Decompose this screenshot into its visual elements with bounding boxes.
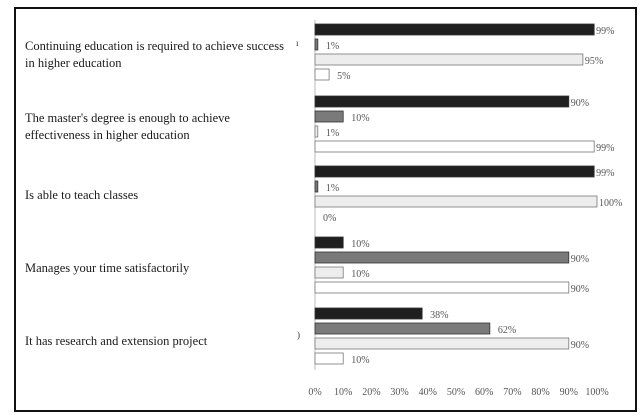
data-label: 95% bbox=[585, 56, 603, 67]
bar bbox=[314, 322, 491, 335]
data-label: 10% bbox=[351, 113, 369, 124]
category-label-research-project: It has research and extension project bbox=[25, 334, 208, 348]
stray-mark: ) bbox=[297, 330, 300, 340]
bar bbox=[314, 140, 595, 153]
data-label: 90% bbox=[571, 284, 589, 295]
stray-mark: ı bbox=[296, 38, 299, 48]
bar bbox=[314, 266, 344, 279]
x-tick-label: 40% bbox=[419, 387, 437, 398]
x-tick-label: 30% bbox=[390, 387, 408, 398]
data-label: 99% bbox=[596, 143, 614, 154]
x-tick-label: 90% bbox=[560, 387, 578, 398]
x-tick-label: 50% bbox=[447, 387, 465, 398]
data-label: 1% bbox=[326, 41, 339, 52]
data-label: 0% bbox=[323, 213, 336, 224]
category-label-manages-time: Manages your time satisfactorily bbox=[25, 261, 190, 275]
bar bbox=[314, 110, 344, 123]
bar bbox=[314, 125, 319, 138]
bar bbox=[314, 281, 570, 294]
bar bbox=[314, 236, 344, 249]
data-label: 10% bbox=[351, 239, 369, 250]
data-label: 1% bbox=[326, 183, 339, 194]
data-label: 38% bbox=[430, 310, 448, 321]
bar bbox=[314, 352, 344, 365]
bar bbox=[314, 38, 319, 51]
data-label: 62% bbox=[498, 325, 516, 336]
data-label: 1% bbox=[326, 128, 339, 139]
data-label: 10% bbox=[351, 355, 369, 366]
data-label: 99% bbox=[596, 26, 614, 37]
x-tick-label: 10% bbox=[334, 387, 352, 398]
category-label-continuing-education: Continuing education is required to achi… bbox=[25, 39, 284, 70]
x-tick-label: 20% bbox=[362, 387, 380, 398]
bar bbox=[314, 195, 598, 208]
data-label: 90% bbox=[571, 254, 589, 265]
data-label: 10% bbox=[351, 269, 369, 280]
bar bbox=[314, 180, 319, 193]
data-label: 100% bbox=[599, 198, 622, 209]
x-tick-label: 0% bbox=[308, 387, 321, 398]
data-label: 90% bbox=[571, 98, 589, 109]
data-label: 5% bbox=[337, 71, 350, 82]
x-tick-label: 70% bbox=[503, 387, 521, 398]
bar bbox=[314, 337, 570, 350]
data-label: 90% bbox=[571, 340, 589, 351]
category-label-masters-degree: The master's degree is enough to achieve… bbox=[25, 111, 230, 142]
bar bbox=[314, 53, 584, 66]
data-label: 99% bbox=[596, 168, 614, 179]
bar bbox=[314, 23, 595, 36]
bar bbox=[314, 251, 570, 264]
bar bbox=[314, 165, 595, 178]
bar bbox=[314, 95, 570, 108]
category-label-teach-classes: Is able to teach classes bbox=[25, 188, 139, 202]
bar bbox=[314, 68, 330, 81]
bar bbox=[314, 307, 423, 320]
x-tick-label: 60% bbox=[475, 387, 493, 398]
x-tick-label: 100% bbox=[585, 387, 608, 398]
x-tick-label: 80% bbox=[531, 387, 549, 398]
